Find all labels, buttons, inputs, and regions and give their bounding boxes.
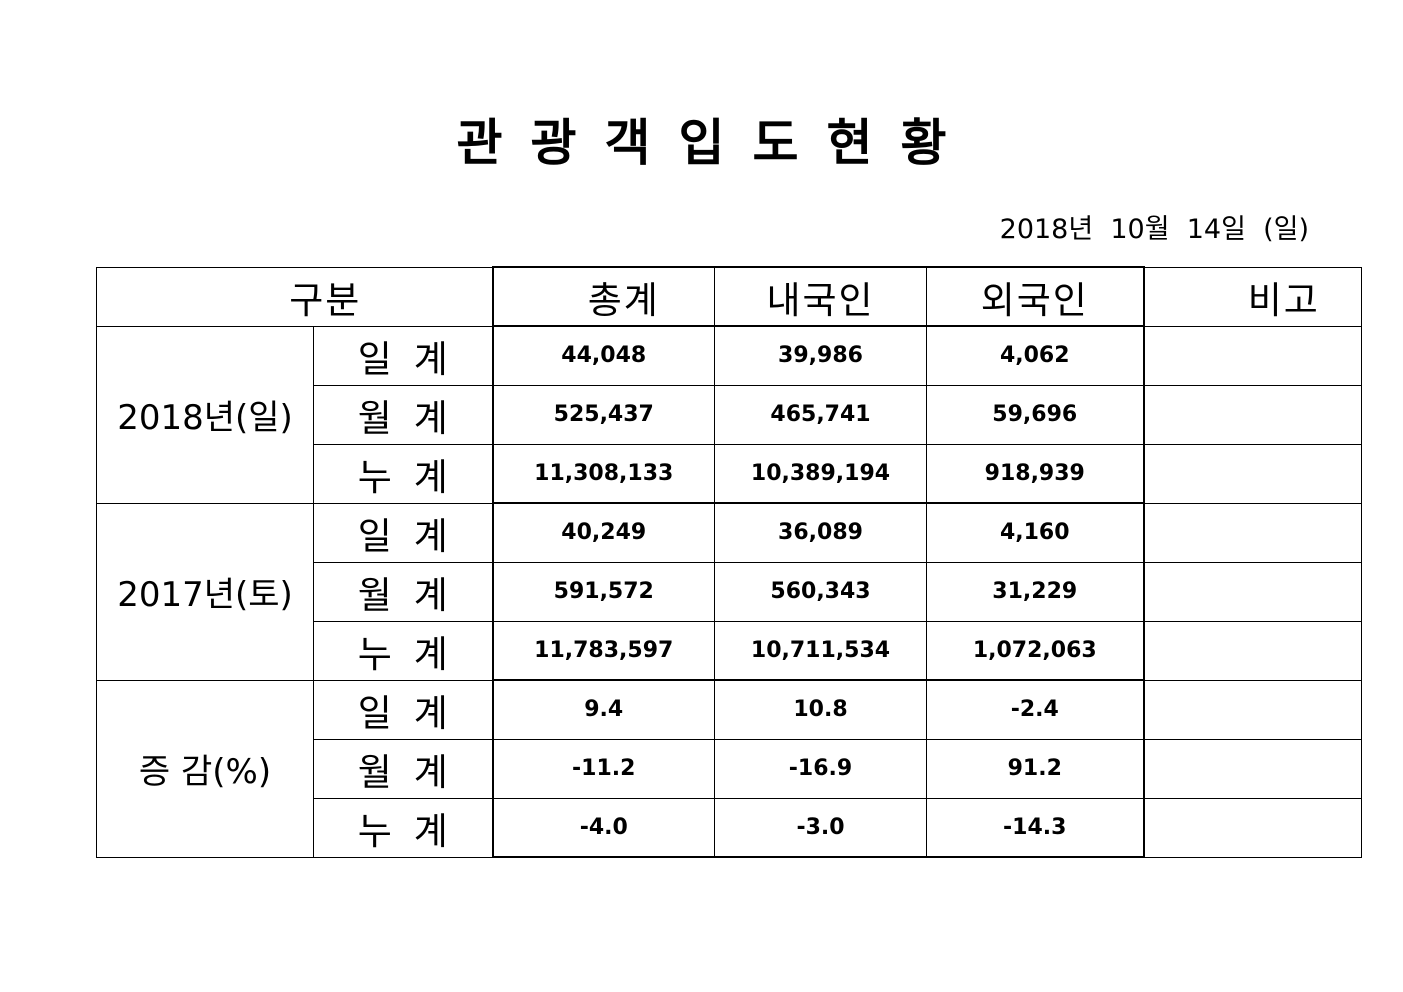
header-note: 비고: [1143, 266, 1362, 327]
cell-total: 9.4: [491, 679, 715, 740]
table-row: 월계 -11.2 -16.9 91.2: [97, 738, 1362, 799]
header-category: 구분: [96, 266, 493, 327]
cell-foreign: -14.3: [926, 797, 1145, 858]
cell-note: [1143, 620, 1362, 681]
cell-domestic: 36,089: [714, 502, 927, 563]
cell-foreign: 1,072,063: [926, 620, 1145, 681]
cell-total: 44,048: [491, 325, 715, 386]
cell-domestic: 39,986: [714, 325, 927, 386]
cell-note: [1143, 797, 1362, 858]
group-label-2017: 2017년(토): [96, 502, 314, 681]
row-label: 누계: [313, 620, 493, 681]
header-foreign: 외국인: [926, 266, 1145, 327]
group-label-2018: 2018년(일): [96, 325, 314, 504]
row-label: 누계: [313, 797, 493, 858]
table-row: 증 감(%) 일계 9.4 10.8 -2.4: [96, 679, 1362, 858]
header-total: 총계: [491, 266, 715, 327]
table-row: 2018년(일) 일계 44,048 39,986 4,062: [96, 325, 1362, 504]
cell-note: [1143, 561, 1362, 622]
row-label: 일계: [313, 325, 493, 386]
cell-total: -4.0: [491, 797, 715, 858]
table-row: 누계 11,783,597 10,711,534 1,072,063: [97, 620, 1362, 681]
cell-domestic: 560,343: [714, 561, 927, 622]
row-label: 일계: [313, 679, 493, 740]
cell-domestic: 10,711,534: [714, 620, 927, 681]
table-header-row: 구분 총계 내국인 외국인 비고: [96, 266, 1362, 327]
cell-foreign: 4,062: [926, 325, 1145, 386]
cell-note: [1143, 679, 1362, 740]
cell-note: [1143, 738, 1362, 799]
cell-total: 40,249: [491, 502, 715, 563]
row-label: 월계: [313, 561, 493, 622]
row-label: 누계: [313, 443, 493, 504]
cell-foreign: 91.2: [926, 738, 1145, 799]
page-title: 관광객입도현황: [456, 114, 975, 172]
cell-domestic: -16.9: [714, 738, 927, 799]
cell-domestic: 10,389,194: [714, 443, 927, 504]
cell-total: 11,308,133: [491, 443, 715, 504]
cell-foreign: 59,696: [926, 384, 1145, 445]
cell-foreign: 918,939: [926, 443, 1145, 504]
row-label: 일계: [313, 502, 493, 563]
table-row: 월계 591,572 560,343 31,229: [97, 561, 1362, 622]
cell-note: [1143, 384, 1362, 445]
cell-domestic: 10.8: [714, 679, 927, 740]
report-date: 2018년 10월 14일 (일): [999, 214, 1309, 245]
header-domestic: 내국인: [714, 266, 927, 327]
cell-foreign: 31,229: [926, 561, 1145, 622]
cell-note: [1143, 325, 1362, 386]
table-row: 2017년(토) 일계 40,249 36,089 4,160: [96, 502, 1362, 681]
cell-note: [1143, 443, 1362, 504]
cell-total: 591,572: [491, 561, 715, 622]
table-row: 누계 -4.0 -3.0 -14.3: [97, 797, 1362, 858]
cell-domestic: 465,741: [714, 384, 927, 445]
cell-total: 525,437: [491, 384, 715, 445]
cell-domestic: -3.0: [714, 797, 927, 858]
group-label-change: 증 감(%): [96, 679, 314, 858]
cell-total: 11,783,597: [491, 620, 715, 681]
cell-total: -11.2: [491, 738, 715, 799]
table-row: 누계 11,308,133 10,389,194 918,939: [97, 443, 1362, 504]
tourist-arrival-table: 구분 총계 내국인 외국인 비고 2018년(일) 일계 44,048 39,9…: [96, 266, 1362, 858]
cell-foreign: 4,160: [926, 502, 1145, 563]
cell-foreign: -2.4: [926, 679, 1145, 740]
cell-note: [1143, 502, 1362, 563]
row-label: 월계: [313, 384, 493, 445]
row-label: 월계: [313, 738, 493, 799]
